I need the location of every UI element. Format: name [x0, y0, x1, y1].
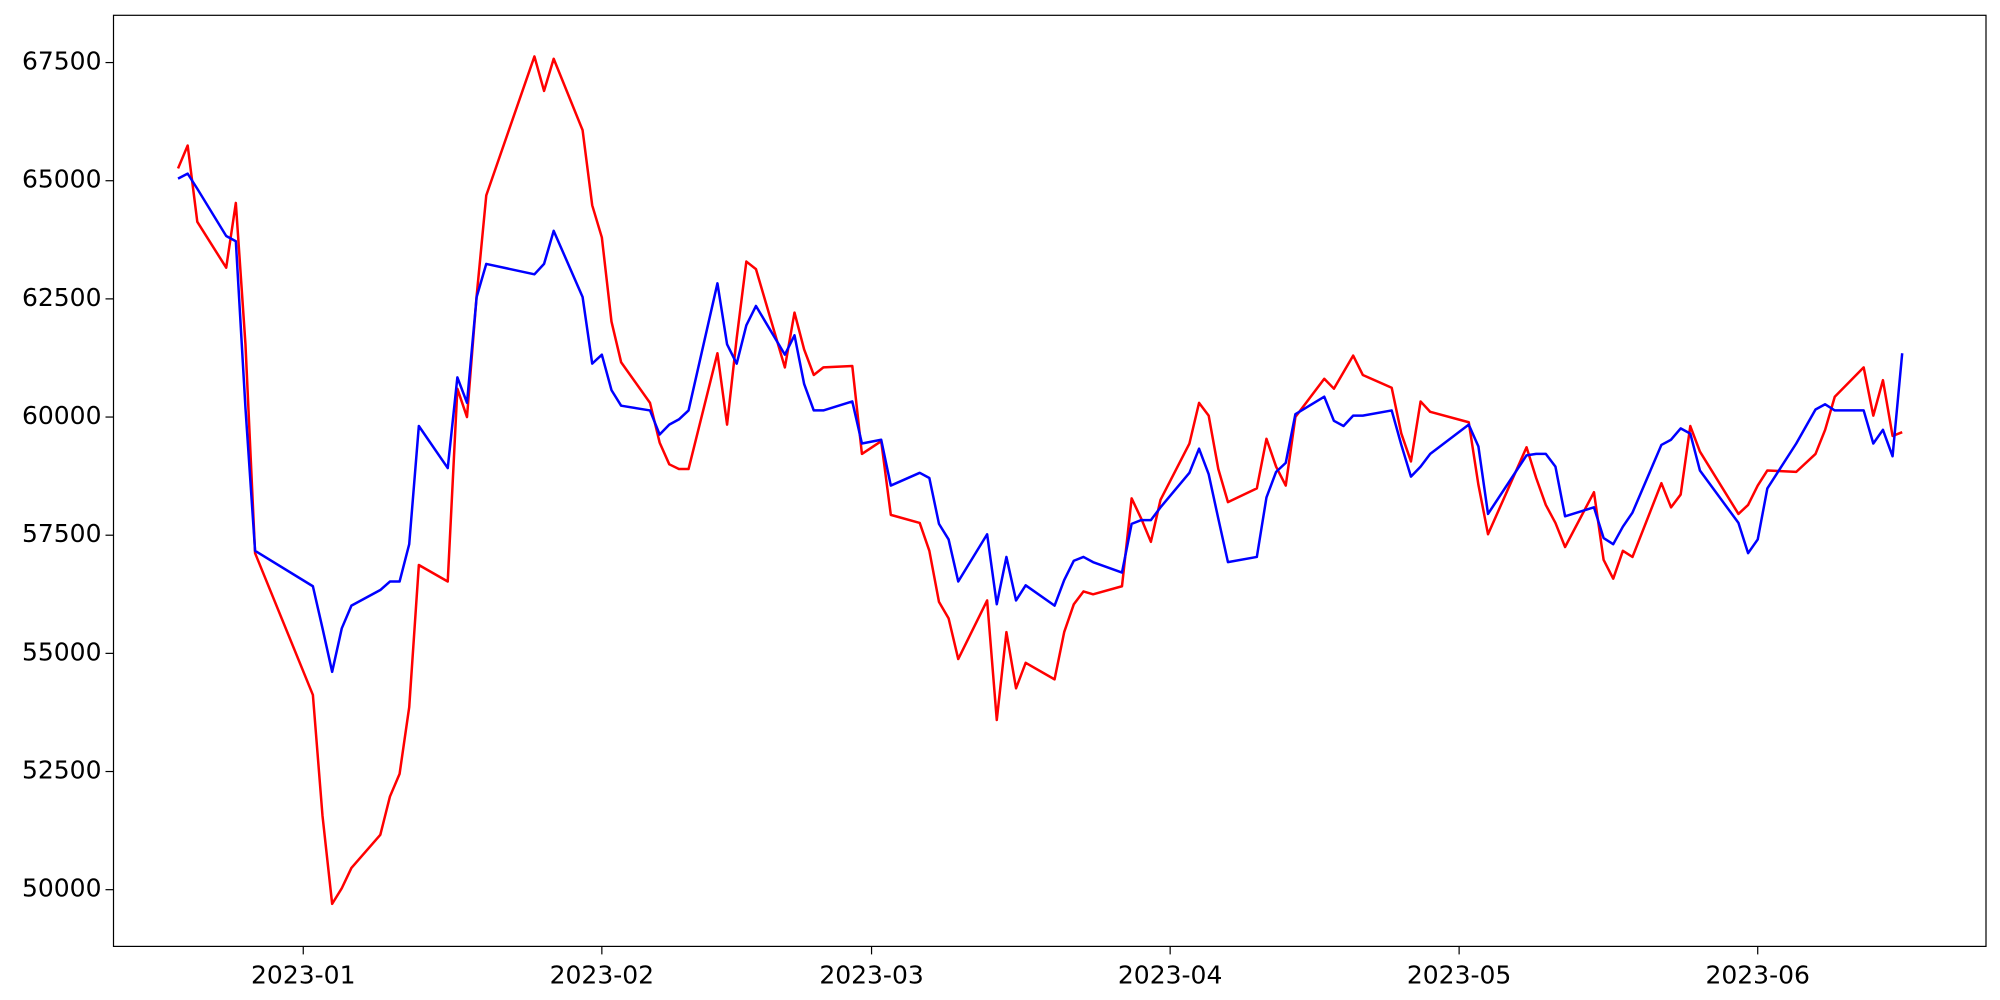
- y-tick-label: 60000: [22, 401, 102, 430]
- x-tick-label: 2023-02: [550, 960, 654, 989]
- data-line: [176, 55, 1903, 906]
- x-tick-label: 2023-06: [1705, 960, 1809, 989]
- y-tick-label: 57500: [22, 519, 102, 548]
- y-tick-label: 67500: [22, 47, 102, 76]
- x-tick-label: 2023-03: [819, 960, 923, 989]
- y-tick-label: 62500: [22, 283, 102, 312]
- data-line: [177, 172, 1904, 674]
- x-tick-label: 2023-05: [1407, 960, 1511, 989]
- y-tick-label: 50000: [22, 874, 102, 903]
- y-tick-label: 55000: [22, 637, 102, 666]
- x-tick-label: 2023-01: [251, 960, 355, 989]
- plot-frame: [112, 14, 1987, 947]
- x-tick-label: 2023-04: [1118, 960, 1222, 989]
- y-tick-label: 52500: [22, 756, 102, 785]
- y-tick-label: 65000: [22, 165, 102, 194]
